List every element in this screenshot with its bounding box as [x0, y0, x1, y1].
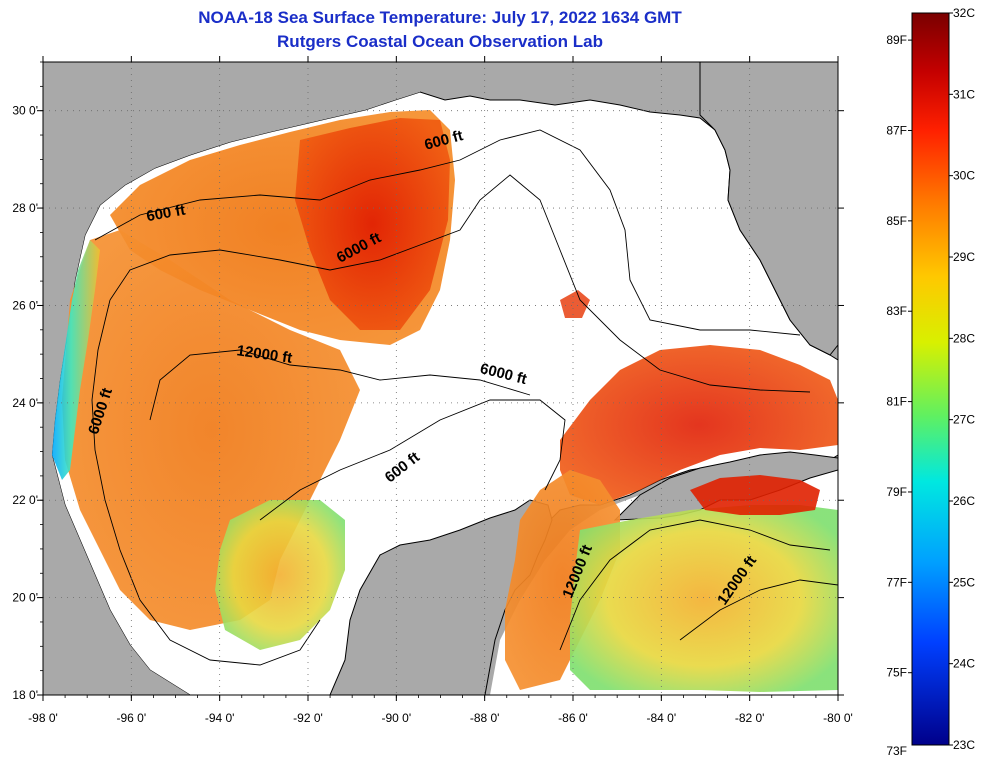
colorbar-celsius-ticks: 32C 31C 30C 29C 28C 27C 26C 25C 24C 23C: [949, 6, 975, 752]
sst-campeche-mixed: [215, 500, 345, 650]
colorbar-f-label: 89F: [886, 33, 907, 47]
contour-6000ft-west: [91, 299, 321, 666]
colorbar-f-label: 75F: [886, 666, 907, 680]
colorbar-f-label: 83F: [886, 304, 907, 318]
lon-tick-label: -80 0': [823, 711, 853, 725]
colorbar-c-label: 24C: [953, 657, 975, 671]
mexico-mainland: [43, 62, 420, 695]
sst-loop-current-red: [560, 345, 838, 505]
map-title: NOAA-18 Sea Surface Temperature: July 17…: [198, 8, 682, 27]
sst-central-patch: [560, 290, 590, 318]
axis-ticks: [37, 56, 844, 701]
contour-12000ft-caribbean: [559, 519, 831, 651]
colorbar-c-label: 27C: [953, 413, 975, 427]
lat-tick-label: 22 0': [12, 493, 38, 507]
florida-peninsula: [699, 62, 838, 356]
lat-tick-label: 18 0': [12, 688, 38, 702]
colorbar-f-label: 85F: [886, 214, 907, 228]
lat-tick-label: 20 0': [12, 591, 38, 605]
lon-tick-label: -96 0': [117, 711, 147, 725]
lon-tick-label: -84 0': [647, 711, 677, 725]
colorbar-c-label: 23C: [953, 738, 975, 752]
colorbar-f-label: 81F: [886, 395, 907, 409]
lon-tick-label: -94 0': [205, 711, 235, 725]
colorbar-f-label: 79F: [886, 485, 907, 499]
colorbar-f-label: 87F: [886, 123, 907, 137]
contour-6000ft: [109, 174, 811, 393]
colorbar-c-label: 32C: [953, 6, 975, 20]
colorbar-c-label: 28C: [953, 331, 975, 345]
colorbar-gradient: [911, 12, 950, 746]
contour-600ft-south: [259, 399, 566, 521]
lat-tick-label: 26 0': [12, 298, 38, 312]
colorbar-c-label: 26C: [953, 494, 975, 508]
graticule: [43, 62, 838, 695]
lat-tick-label: 30 0': [12, 104, 38, 118]
axis-labels: -98 0' -96 0' -94 0' -92 0' -90 0' -88 0' -86 …: [12, 104, 852, 725]
lon-tick-label: -92 0': [293, 711, 323, 725]
sst-cuba-north-red: [690, 475, 820, 515]
lat-tick-label: 24 0': [12, 396, 38, 410]
lat-tick-label: 28 0': [12, 201, 38, 215]
colorbar: 32C 31C 30C 29C 28C 27C 26C 25C 24C 23C 89F 87F 85F…: [886, 6, 975, 758]
colorbar-f-label: 73F: [886, 744, 907, 758]
colorbar-fahrenheit-ticks: 89F 87F 85F 83F 81F 79F 77F 75F 73F: [886, 33, 912, 758]
contour-600ft-north: [94, 129, 801, 336]
map-subtitle: Rutgers Coastal Ocean Observation Lab: [277, 32, 603, 51]
lon-tick-label: -90 0': [382, 711, 412, 725]
colorbar-c-label: 31C: [953, 87, 975, 101]
colorbar-f-label: 77F: [886, 575, 907, 589]
lon-tick-label: -88 0': [470, 711, 500, 725]
contour-12000ft: [149, 349, 531, 421]
contour-label: 600 ft: [145, 202, 187, 226]
lon-tick-label: -86 0': [558, 711, 588, 725]
sst-coastal-cool-band: [52, 240, 100, 480]
lon-tick-label: -82 0': [735, 711, 765, 725]
lon-tick-label: -98 0': [28, 711, 58, 725]
sst-yucatan-channel: [505, 470, 620, 690]
sst-caribbean-mixed: [570, 505, 838, 692]
contour-12000ft-caribbean-south: [679, 579, 838, 641]
colorbar-c-label: 29C: [953, 250, 975, 264]
colorbar-c-label: 30C: [953, 169, 975, 183]
sst-northern-red-core: [295, 118, 450, 330]
colorbar-c-label: 25C: [953, 575, 975, 589]
